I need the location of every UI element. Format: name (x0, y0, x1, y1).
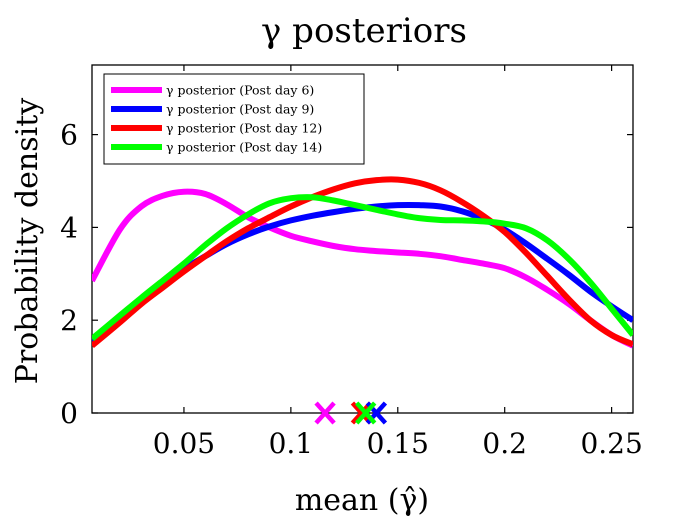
mean-marker-1 (314, 401, 336, 425)
x-tick-label: 0.2 (482, 427, 527, 460)
x-tick-label: 0.05 (153, 427, 215, 460)
y-tick-label: 6 (60, 119, 78, 152)
x-axis-label: mean (γ̂) (295, 483, 429, 518)
x-tick-label: 0.25 (580, 427, 642, 460)
legend-label-3: γ posterior (Post day 12) (166, 121, 322, 136)
x-tick-label: 0.1 (269, 427, 314, 460)
chart-title: γ posteriors (261, 11, 467, 51)
legend-label-1: γ posterior (Post day 6) (166, 83, 314, 98)
y-axis-label: Probability density (10, 98, 45, 385)
series-line-4 (92, 194, 633, 342)
plot-area: 0.05 0.1 0.15 0.2 0.25 0 2 4 6 γ posterior (Post … (60, 64, 643, 460)
y-tick-label: 2 (60, 304, 78, 337)
legend-label-2: γ posterior (Post day 9) (166, 102, 314, 117)
y-tick-label: 4 (60, 211, 78, 244)
series-line-1 (92, 188, 633, 349)
mean-marker-4 (355, 401, 377, 425)
legend-label-4: γ posterior (Post day 14) (166, 140, 322, 155)
x-tick-label: 0.15 (367, 427, 429, 460)
y-tick-label: 0 (60, 397, 78, 430)
series-line-3 (92, 176, 633, 349)
